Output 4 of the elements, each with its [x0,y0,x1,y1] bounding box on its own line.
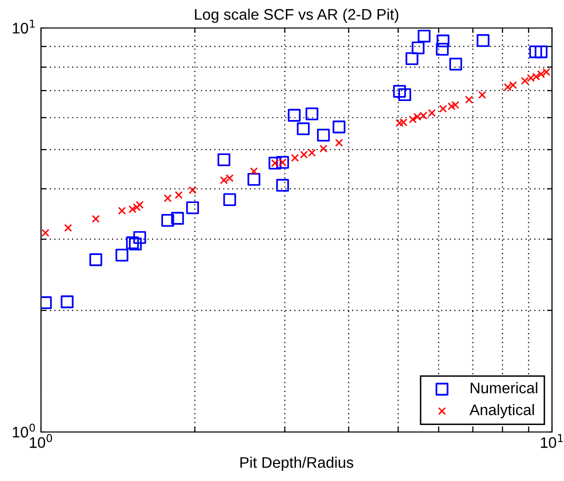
legend-label: Numerical [470,382,538,394]
legend-label: Analytical [470,404,534,418]
x-axis-title: Pit Depth/Radius [240,456,354,471]
chart-title: Log scale SCF vs AR (2-D Pit) [195,8,398,23]
